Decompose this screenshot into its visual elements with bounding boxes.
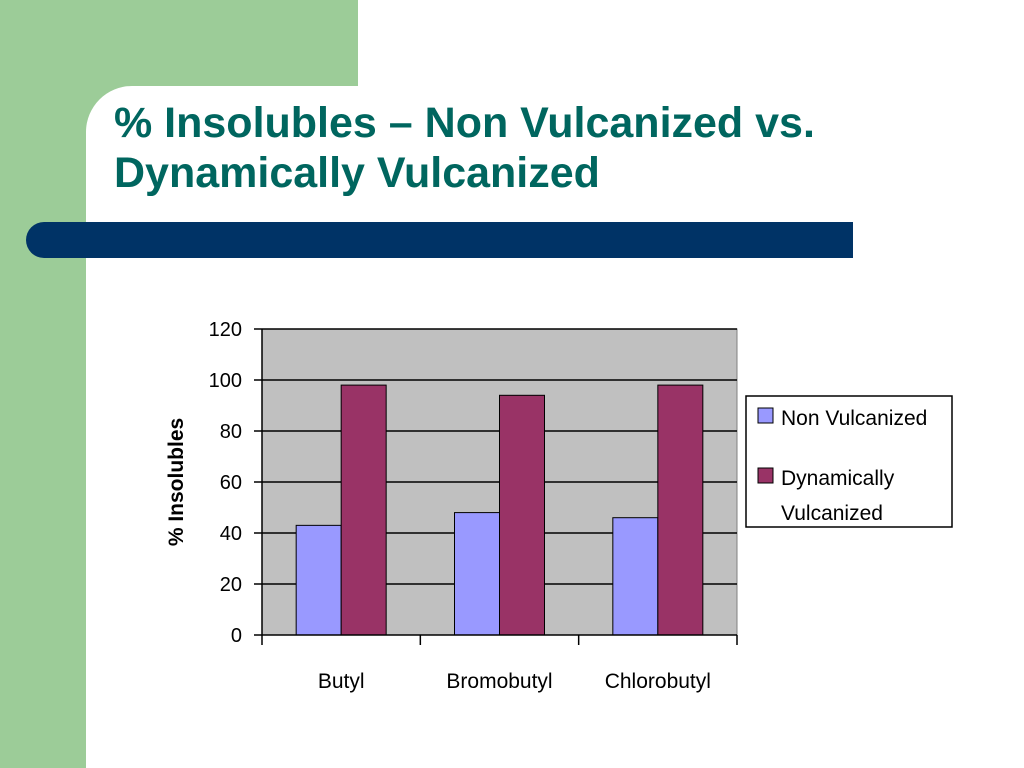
- legend-swatch: [757, 407, 774, 424]
- bars: [295, 384, 704, 636]
- bar-chlorobutyl-non-vulcanized: [612, 517, 659, 636]
- y-tick-label: 120: [209, 319, 242, 341]
- x-category-label: Butyl: [318, 670, 365, 693]
- axes: [254, 328, 738, 645]
- bar-butyl-non-vulcanized: [295, 524, 342, 636]
- legend-label: Non Vulcanized: [781, 407, 927, 430]
- y-axis-label: % Insolubles: [165, 418, 188, 546]
- y-tick-label: 40: [220, 523, 242, 545]
- bar-bromobutyl-dynamically-vulcanized: [499, 394, 545, 636]
- y-tick-label: 0: [231, 625, 242, 647]
- legend-label: Dynamically: [781, 467, 895, 490]
- bar-bromobutyl-non-vulcanized: [454, 512, 500, 636]
- x-category-label: Bromobutyl: [446, 670, 552, 693]
- legend-swatch: [757, 467, 774, 484]
- title-underline-bar: [26, 222, 853, 258]
- legend-label: Vulcanized: [781, 502, 883, 525]
- slide-title: % Insolubles – Non Vulcanized vs. Dynami…: [114, 98, 994, 198]
- legend: Non Vulcanized Dynamically Vulcanized: [745, 395, 953, 528]
- x-category-label: Chlorobutyl: [605, 670, 711, 693]
- slide-title-line-1: % Insolubles – Non Vulcanized vs.: [114, 99, 815, 147]
- y-tick-label: 100: [209, 370, 242, 392]
- x-category-labels: Butyl Bromobutyl Chlorobutyl: [318, 670, 711, 693]
- y-tick-label: 80: [220, 421, 242, 443]
- legend-box: [745, 395, 953, 528]
- y-tick-label: 60: [220, 472, 242, 494]
- bar-chlorobutyl-dynamically-vulcanized: [657, 384, 704, 636]
- y-tick-labels: 0 20 40 60 80 100 120: [209, 319, 242, 647]
- bar-butyl-dynamically-vulcanized: [340, 384, 387, 636]
- y-tick-label: 20: [220, 574, 242, 596]
- slide-title-line-2: Dynamically Vulcanized: [114, 149, 600, 197]
